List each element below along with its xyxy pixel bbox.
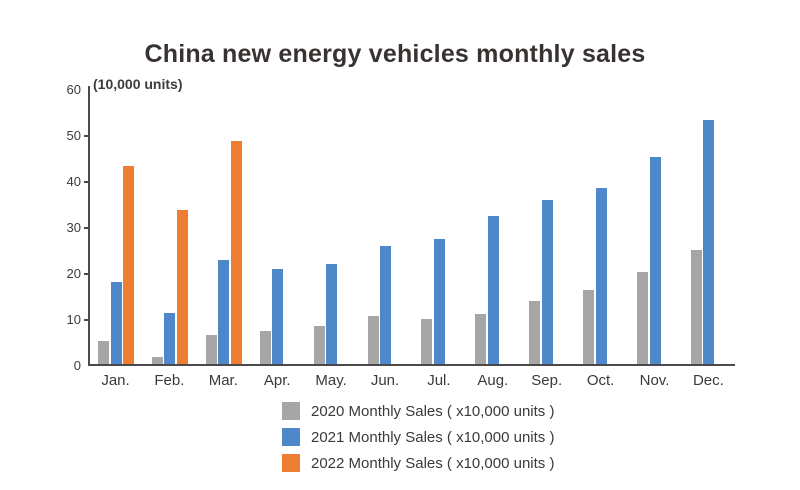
bar-2022-jan xyxy=(123,165,134,364)
bar-group-jan xyxy=(98,165,134,364)
bar-2020-jun xyxy=(367,316,379,364)
x-tick-label-jun: Jun. xyxy=(370,372,400,389)
y-tick-label-0: 0 xyxy=(73,358,81,373)
bar-group-mar xyxy=(205,141,242,364)
bar-2020-dec xyxy=(690,249,702,364)
bar-2021-nov xyxy=(649,157,661,364)
x-tick-label-mar: Mar. xyxy=(208,372,238,389)
bar-2021-jul xyxy=(433,239,445,364)
bar-2022-mar xyxy=(230,141,242,364)
bar-2021-may xyxy=(326,264,338,364)
y-tick-label-40: 40 xyxy=(66,174,81,189)
y-tick-label-10: 10 xyxy=(66,312,81,327)
bar-group-apr xyxy=(259,269,284,364)
bar-group-oct xyxy=(583,187,607,364)
y-tick-mark-30 xyxy=(84,227,90,229)
bar-2021-mar xyxy=(218,260,230,364)
bar-2020-nov xyxy=(637,272,648,364)
x-tick-label-nov: Nov. xyxy=(639,372,670,389)
chart-title: China new energy vehicles monthly sales xyxy=(144,40,646,68)
bar-2020-apr xyxy=(259,330,271,364)
y-tick-label-50: 50 xyxy=(66,128,81,143)
legend-swatch-2020 xyxy=(282,402,300,420)
bar-group-jun xyxy=(367,246,391,364)
y-tick-mark-10 xyxy=(84,319,90,321)
legend-label-2020: 2020 Monthly Sales ( x10,000 units ) xyxy=(311,402,555,420)
y-axis-line-cap xyxy=(88,86,90,90)
x-tick-label-dec: Dec. xyxy=(692,372,724,389)
bar-2021-oct xyxy=(595,187,607,364)
legend-row-2022: 2022 Monthly Sales ( x10,000 units ) xyxy=(282,454,554,472)
y-tick-label-20: 20 xyxy=(66,266,81,281)
bar-group-feb xyxy=(151,210,188,364)
bar-group-nov xyxy=(637,157,661,364)
bar-2022-feb xyxy=(176,210,188,364)
bar-group-sep xyxy=(529,199,553,364)
x-tick-label-feb: Feb. xyxy=(154,372,185,389)
bar-group-may xyxy=(313,264,338,364)
x-tick-label-sep: Sep. xyxy=(531,372,563,389)
bar-group-jul xyxy=(421,239,445,364)
y-axis-unit-label: (10,000 units) xyxy=(93,76,183,92)
legend-row-2021: 2021 Monthly Sales ( x10,000 units ) xyxy=(282,428,554,446)
y-tick-mark-50 xyxy=(84,135,90,137)
bar-2020-jul xyxy=(421,318,433,364)
bar-2020-aug xyxy=(475,313,487,364)
bar-2021-dec xyxy=(703,119,715,364)
bar-2020-sep xyxy=(529,300,541,364)
x-tick-label-may: May. xyxy=(315,372,347,389)
legend-label-2022: 2022 Monthly Sales ( x10,000 units ) xyxy=(311,454,555,472)
y-tick-mark-20 xyxy=(84,273,90,275)
bar-2021-feb xyxy=(164,313,176,364)
y-tick-label-30: 30 xyxy=(66,220,81,235)
y-tick-mark-40 xyxy=(84,181,90,183)
x-tick-label-jul: Jul. xyxy=(427,372,451,389)
legend-row-2020: 2020 Monthly Sales ( x10,000 units ) xyxy=(282,402,554,420)
bar-2020-mar xyxy=(205,334,217,364)
bar-2020-may xyxy=(313,326,325,364)
bar-2021-jun xyxy=(380,246,391,364)
x-tick-label-apr: Apr. xyxy=(263,372,291,389)
x-tick-label-jan: Jan. xyxy=(101,372,130,389)
legend-swatch-2022 xyxy=(282,454,300,472)
x-tick-label-aug: Aug. xyxy=(477,372,509,389)
y-tick-label-60: 60 xyxy=(66,82,81,97)
bar-group-aug xyxy=(475,216,499,364)
bar-2020-jan xyxy=(98,341,109,364)
bar-2021-aug xyxy=(487,216,499,364)
legend: 2020 Monthly Sales ( x10,000 units ) 2021… xyxy=(282,402,554,472)
bar-2021-apr xyxy=(272,269,284,364)
bar-2021-sep xyxy=(541,199,553,364)
bar-2020-oct xyxy=(583,290,595,364)
legend-label-2021: 2021 Monthly Sales ( x10,000 units ) xyxy=(311,428,555,446)
x-tick-label-oct: Oct. xyxy=(586,372,615,389)
bar-2021-jan xyxy=(110,281,122,364)
legend-swatch-2021 xyxy=(282,428,300,446)
plot-area: 0 10 20 30 40 50 60 Jan. Feb. Mar. Apr. May. Jun. Ju… xyxy=(67,82,735,389)
bar-2020-feb xyxy=(151,357,163,364)
bar-group-dec xyxy=(690,119,715,364)
